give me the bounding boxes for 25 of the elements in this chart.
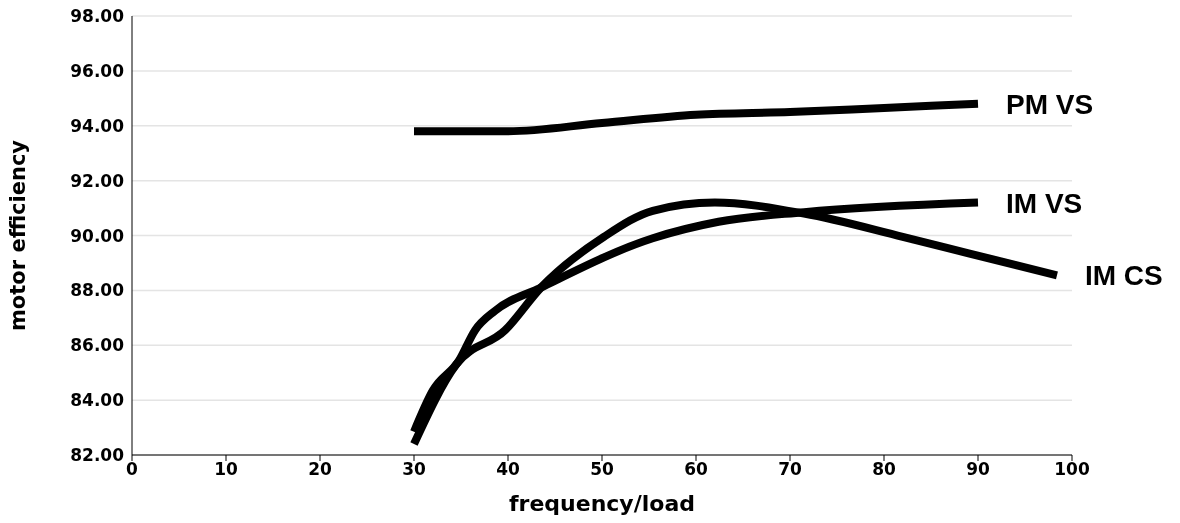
y-tick-label: 84.00	[70, 390, 125, 411]
x-tick-label: 70	[778, 459, 802, 480]
x-tick-label: 90	[966, 459, 990, 480]
y-tick-label: 92.00	[70, 170, 125, 191]
y-tick-label: 96.00	[70, 60, 125, 81]
x-tick-label: 100	[1054, 459, 1090, 480]
x-tick-label: 30	[402, 459, 426, 480]
x-tick-label: 0	[126, 459, 139, 480]
x-tick-label: 10	[214, 459, 238, 480]
y-axis-title: motor efficiency	[6, 139, 31, 332]
x-tick-label: 60	[684, 459, 708, 480]
x-tick-label: 50	[590, 459, 614, 480]
series-label: IM VS	[1006, 187, 1083, 219]
y-tick-label: 94.00	[70, 115, 125, 136]
y-tick-label: 88.00	[70, 280, 125, 301]
x-tick-label: 20	[308, 459, 332, 480]
y-tick-label: 86.00	[70, 335, 125, 356]
y-tick-label: 82.00	[70, 445, 125, 466]
x-axis-title: frequency/load	[508, 491, 696, 516]
y-tick-label: 98.00	[70, 6, 125, 27]
x-tick-label: 80	[872, 459, 896, 480]
y-tick-label: 90.00	[70, 225, 125, 246]
x-tick-label: 40	[496, 459, 520, 480]
series-label: PM VS	[1006, 88, 1094, 120]
series-label: IM CS	[1084, 260, 1163, 292]
